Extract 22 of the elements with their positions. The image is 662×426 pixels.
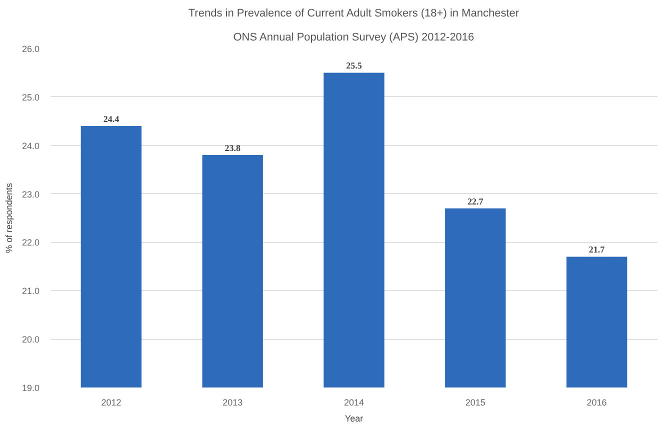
chart-title: Trends in Prevalence of Current Adult Smokers (18+) in Manchester [188,8,520,20]
x-tick-label: 2013 [222,398,243,408]
x-axis-title: Year [344,414,364,424]
data-label: 25.5 [346,60,362,71]
x-tick-label: 2015 [465,398,486,408]
x-tick-label: 2012 [101,398,122,408]
x-tick-label: 2014 [344,398,364,408]
data-label: 22.7 [468,196,484,206]
data-label: 24.4 [103,114,120,124]
y-tick-label: 21.0 [22,286,40,296]
y-tick-label: 20.0 [22,334,40,345]
y-tick-label: 26.0 [22,44,40,54]
data-label: 21.7 [588,244,606,255]
y-tick-label: 25.0 [22,92,40,102]
y-tick-label: 24.0 [22,140,40,151]
x-tick-label: 2016 [586,398,607,408]
data-label: 23.8 [224,143,241,154]
y-tick-label: 22.0 [22,238,40,248]
y-tick-label: 19.0 [22,383,40,393]
y-tick-label: 23.0 [22,189,40,200]
y-axis-title: % of respondents [4,182,14,254]
chart-subtitle: ONS Annual Population Survey (APS) 2012-2016 [233,32,474,44]
